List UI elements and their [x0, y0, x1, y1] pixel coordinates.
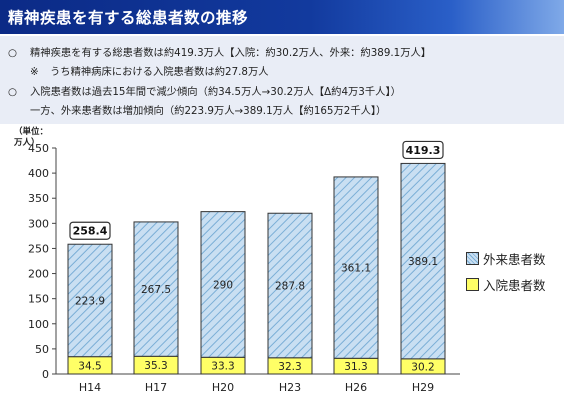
summary-line-1: ○ 精神疾患を有する総患者数は約419.3万人【入院：約30.2万人、外来：約38… [8, 44, 431, 59]
total-label-H29: 419.3 [406, 144, 441, 157]
summary-text-1: 精神疾患を有する総患者数は約419.3万人【入院：約30.2万人、外来：約389… [30, 47, 432, 59]
bar-outpatient-H29 [400, 162, 446, 360]
y-tick-label: 350 [28, 192, 49, 205]
data-label-inpatient-H29: 30.2 [411, 361, 434, 373]
data-label-inpatient-H20: 33.3 [211, 361, 234, 373]
total-box-H14 [69, 221, 111, 240]
x-tick-label-H23: H23 [279, 381, 301, 394]
summary-line-3: ○ 入院患者数は過去15年間で減少傾向（約34.5万人→30.2万人【Δ約4万3千… [8, 83, 401, 98]
title-bar: 精神疾患を有する総患者数の推移 [0, 0, 564, 34]
data-label-inpatient-H17: 35.3 [144, 360, 167, 372]
note-mark-icon: ※ [30, 66, 39, 78]
legend-label-inpatient: 入院患者数 [483, 278, 546, 293]
y-tick-label: 450 [28, 142, 49, 155]
summary-line-2: ※ うち精神病床における入院患者数は約27.8万人 [8, 63, 269, 78]
y-tick-label: 100 [28, 318, 49, 331]
bar-outpatient-H26 [333, 176, 379, 359]
summary-box: ○ 精神疾患を有する総患者数は約419.3万人【入院：約30.2万人、外来：約38… [0, 36, 564, 124]
x-tick-label-H14: H14 [79, 381, 101, 394]
total-label-H14: 258.4 [73, 225, 108, 238]
bar-chart: 0 50 100 150 200 250 300 350 400 450 34.5 223.9 H14 2… [28, 140, 460, 394]
legend-label-outpatient: 外来患者数 [483, 252, 546, 267]
x-tick-label-H29: H29 [412, 381, 434, 394]
bar-outpatient-H14 [67, 243, 113, 358]
legend-swatch-outpatient [466, 252, 479, 265]
y-tick-label: 300 [28, 217, 49, 230]
y-tick-label: 250 [28, 242, 49, 255]
y-tick-label: 50 [35, 343, 49, 356]
data-label-outpatient-H14: 223.9 [75, 295, 105, 307]
summary-line-4: 一方、外来患者数は増加傾向（約223.9万人→389.1万人【約165万2千人】… [8, 102, 386, 117]
x-tick-label-H26: H26 [345, 381, 367, 394]
data-label-inpatient-H26: 31.3 [344, 361, 367, 373]
summary-text-4: 一方、外来患者数は増加傾向（約223.9万人→389.1万人【約165万2千人】… [30, 105, 387, 117]
legend-swatch-inpatient [466, 278, 479, 291]
y-tick-label: 400 [28, 167, 49, 180]
data-label-outpatient-H23: 287.8 [275, 281, 305, 293]
y-tick-label: 150 [28, 293, 49, 306]
unit-label: （単位：万人） [14, 127, 49, 148]
summary-text-2: うち精神病床における入院患者数は約27.8万人 [50, 66, 269, 78]
page-title: 精神疾患を有する総患者数の推移 [8, 9, 249, 27]
x-tick-label-H17: H17 [145, 381, 167, 394]
bullet-circle-icon: ○ [8, 47, 17, 59]
data-label-outpatient-H17: 267.5 [141, 284, 171, 296]
total-box-H29 [402, 140, 444, 160]
data-label-outpatient-H26: 361.1 [341, 263, 371, 275]
bar-outpatient-H17 [133, 221, 179, 357]
data-label-outpatient-H20: 290 [213, 279, 233, 291]
bar-outpatient-H20 [200, 211, 246, 358]
bar-outpatient-H23 [267, 212, 313, 359]
summary-text-3: 入院患者数は過去15年間で減少傾向（約34.5万人→30.2万人【Δ約4万3千人… [30, 86, 401, 98]
y-tick-label: 200 [28, 268, 49, 281]
x-tick-label-H20: H20 [212, 381, 234, 394]
y-tick-label: 0 [42, 368, 49, 381]
bullet-circle-icon: ○ [8, 86, 17, 98]
data-label-outpatient-H29: 389.1 [408, 256, 438, 268]
data-label-inpatient-H14: 34.5 [78, 360, 101, 372]
data-label-inpatient-H23: 32.3 [278, 361, 301, 373]
